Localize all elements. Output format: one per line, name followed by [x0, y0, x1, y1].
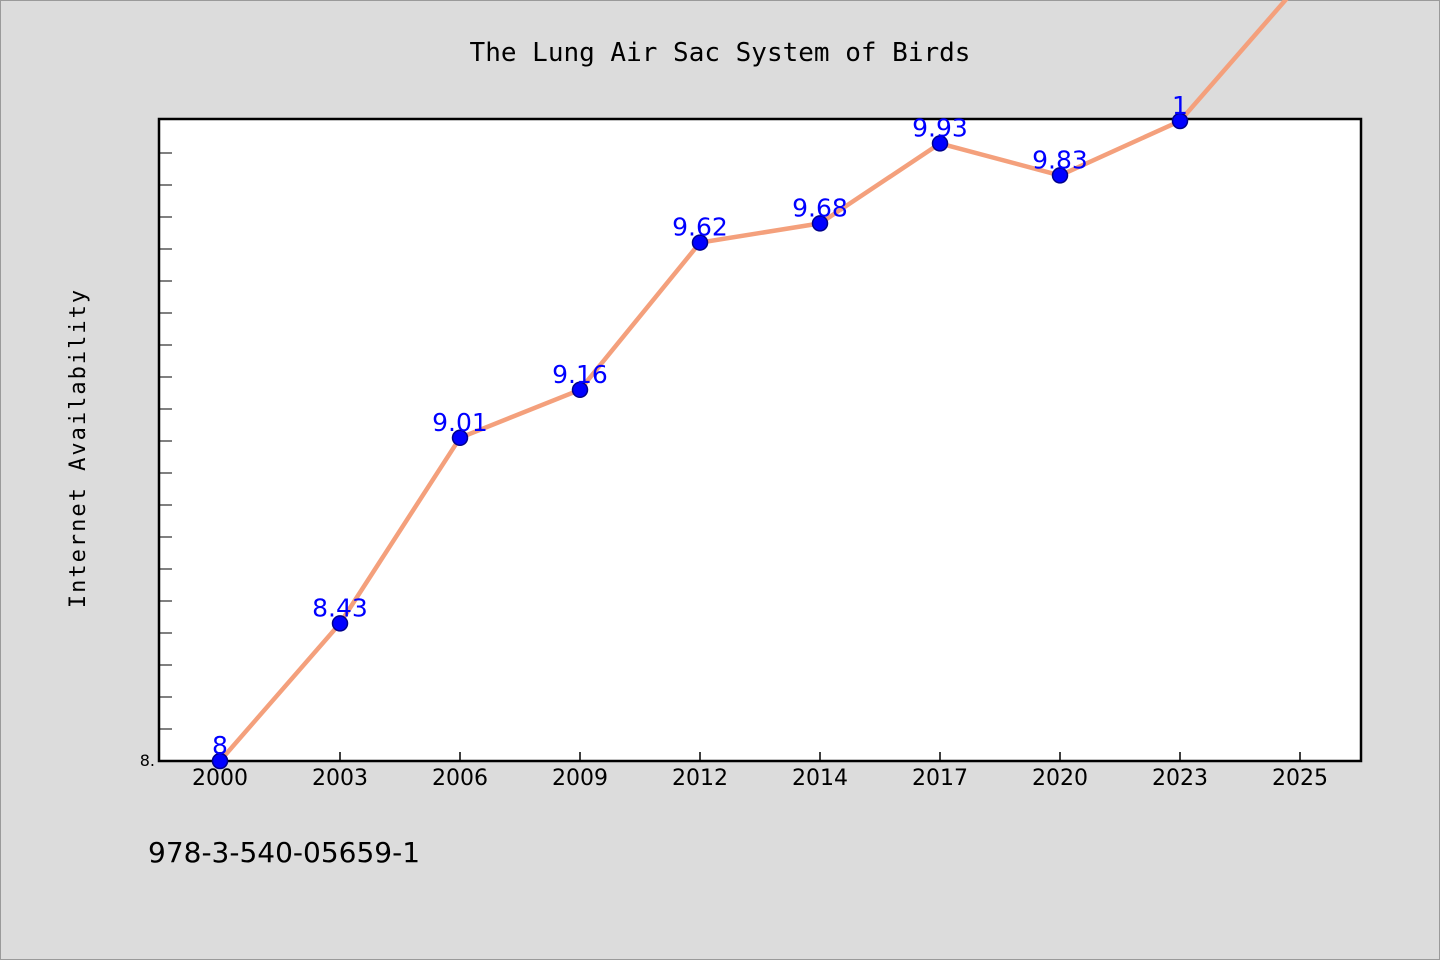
- y-tick-label: 8.: [140, 751, 155, 770]
- y-axis-ticks: 8.: [140, 152, 172, 770]
- x-tick-label: 2017: [912, 766, 968, 791]
- data-labels: 88.439.019.169.629.689.939.83110.43: [212, 91, 1188, 760]
- data-label: 9.83: [1032, 145, 1088, 174]
- series-line: [217, 0, 1289, 764]
- data-point: [451, 429, 469, 447]
- data-label: 9.01: [432, 408, 488, 437]
- x-tick-label: 2000: [192, 766, 248, 791]
- data-point: [571, 381, 589, 399]
- x-tick-label: 2014: [792, 766, 848, 791]
- plot-area: [157, 117, 1363, 763]
- data-point: [931, 135, 949, 152]
- data-label: 8: [212, 731, 228, 760]
- chart-title: The Lung Air Sac System of Birds: [470, 38, 971, 68]
- data-label: 9.62: [672, 213, 728, 242]
- data-label: 9.93: [912, 113, 968, 142]
- x-tick-label: 2020: [1032, 766, 1088, 791]
- data-point: [1051, 167, 1069, 184]
- y-axis-label: Internet Availability: [66, 288, 91, 608]
- x-tick-label: 2009: [552, 766, 608, 791]
- isbn-footer: 978-3-540-05659-1: [148, 836, 420, 869]
- x-tick-label: 2006: [432, 766, 488, 791]
- data-point: [811, 215, 829, 232]
- data-label: 1: [1172, 91, 1188, 120]
- data-series: [211, 0, 1289, 770]
- data-point: [1171, 112, 1189, 130]
- data-label: 8.43: [312, 593, 368, 622]
- data-point: [691, 234, 709, 251]
- data-point: [211, 752, 229, 770]
- x-tick-label: 2023: [1152, 766, 1208, 791]
- data-label: 9.68: [792, 193, 848, 222]
- x-tick-label: 2025: [1272, 766, 1328, 791]
- x-tick-label: 2012: [672, 766, 728, 791]
- data-label: 9.16: [552, 360, 608, 389]
- data-point: [331, 615, 349, 632]
- x-tick-label: 2003: [312, 766, 368, 791]
